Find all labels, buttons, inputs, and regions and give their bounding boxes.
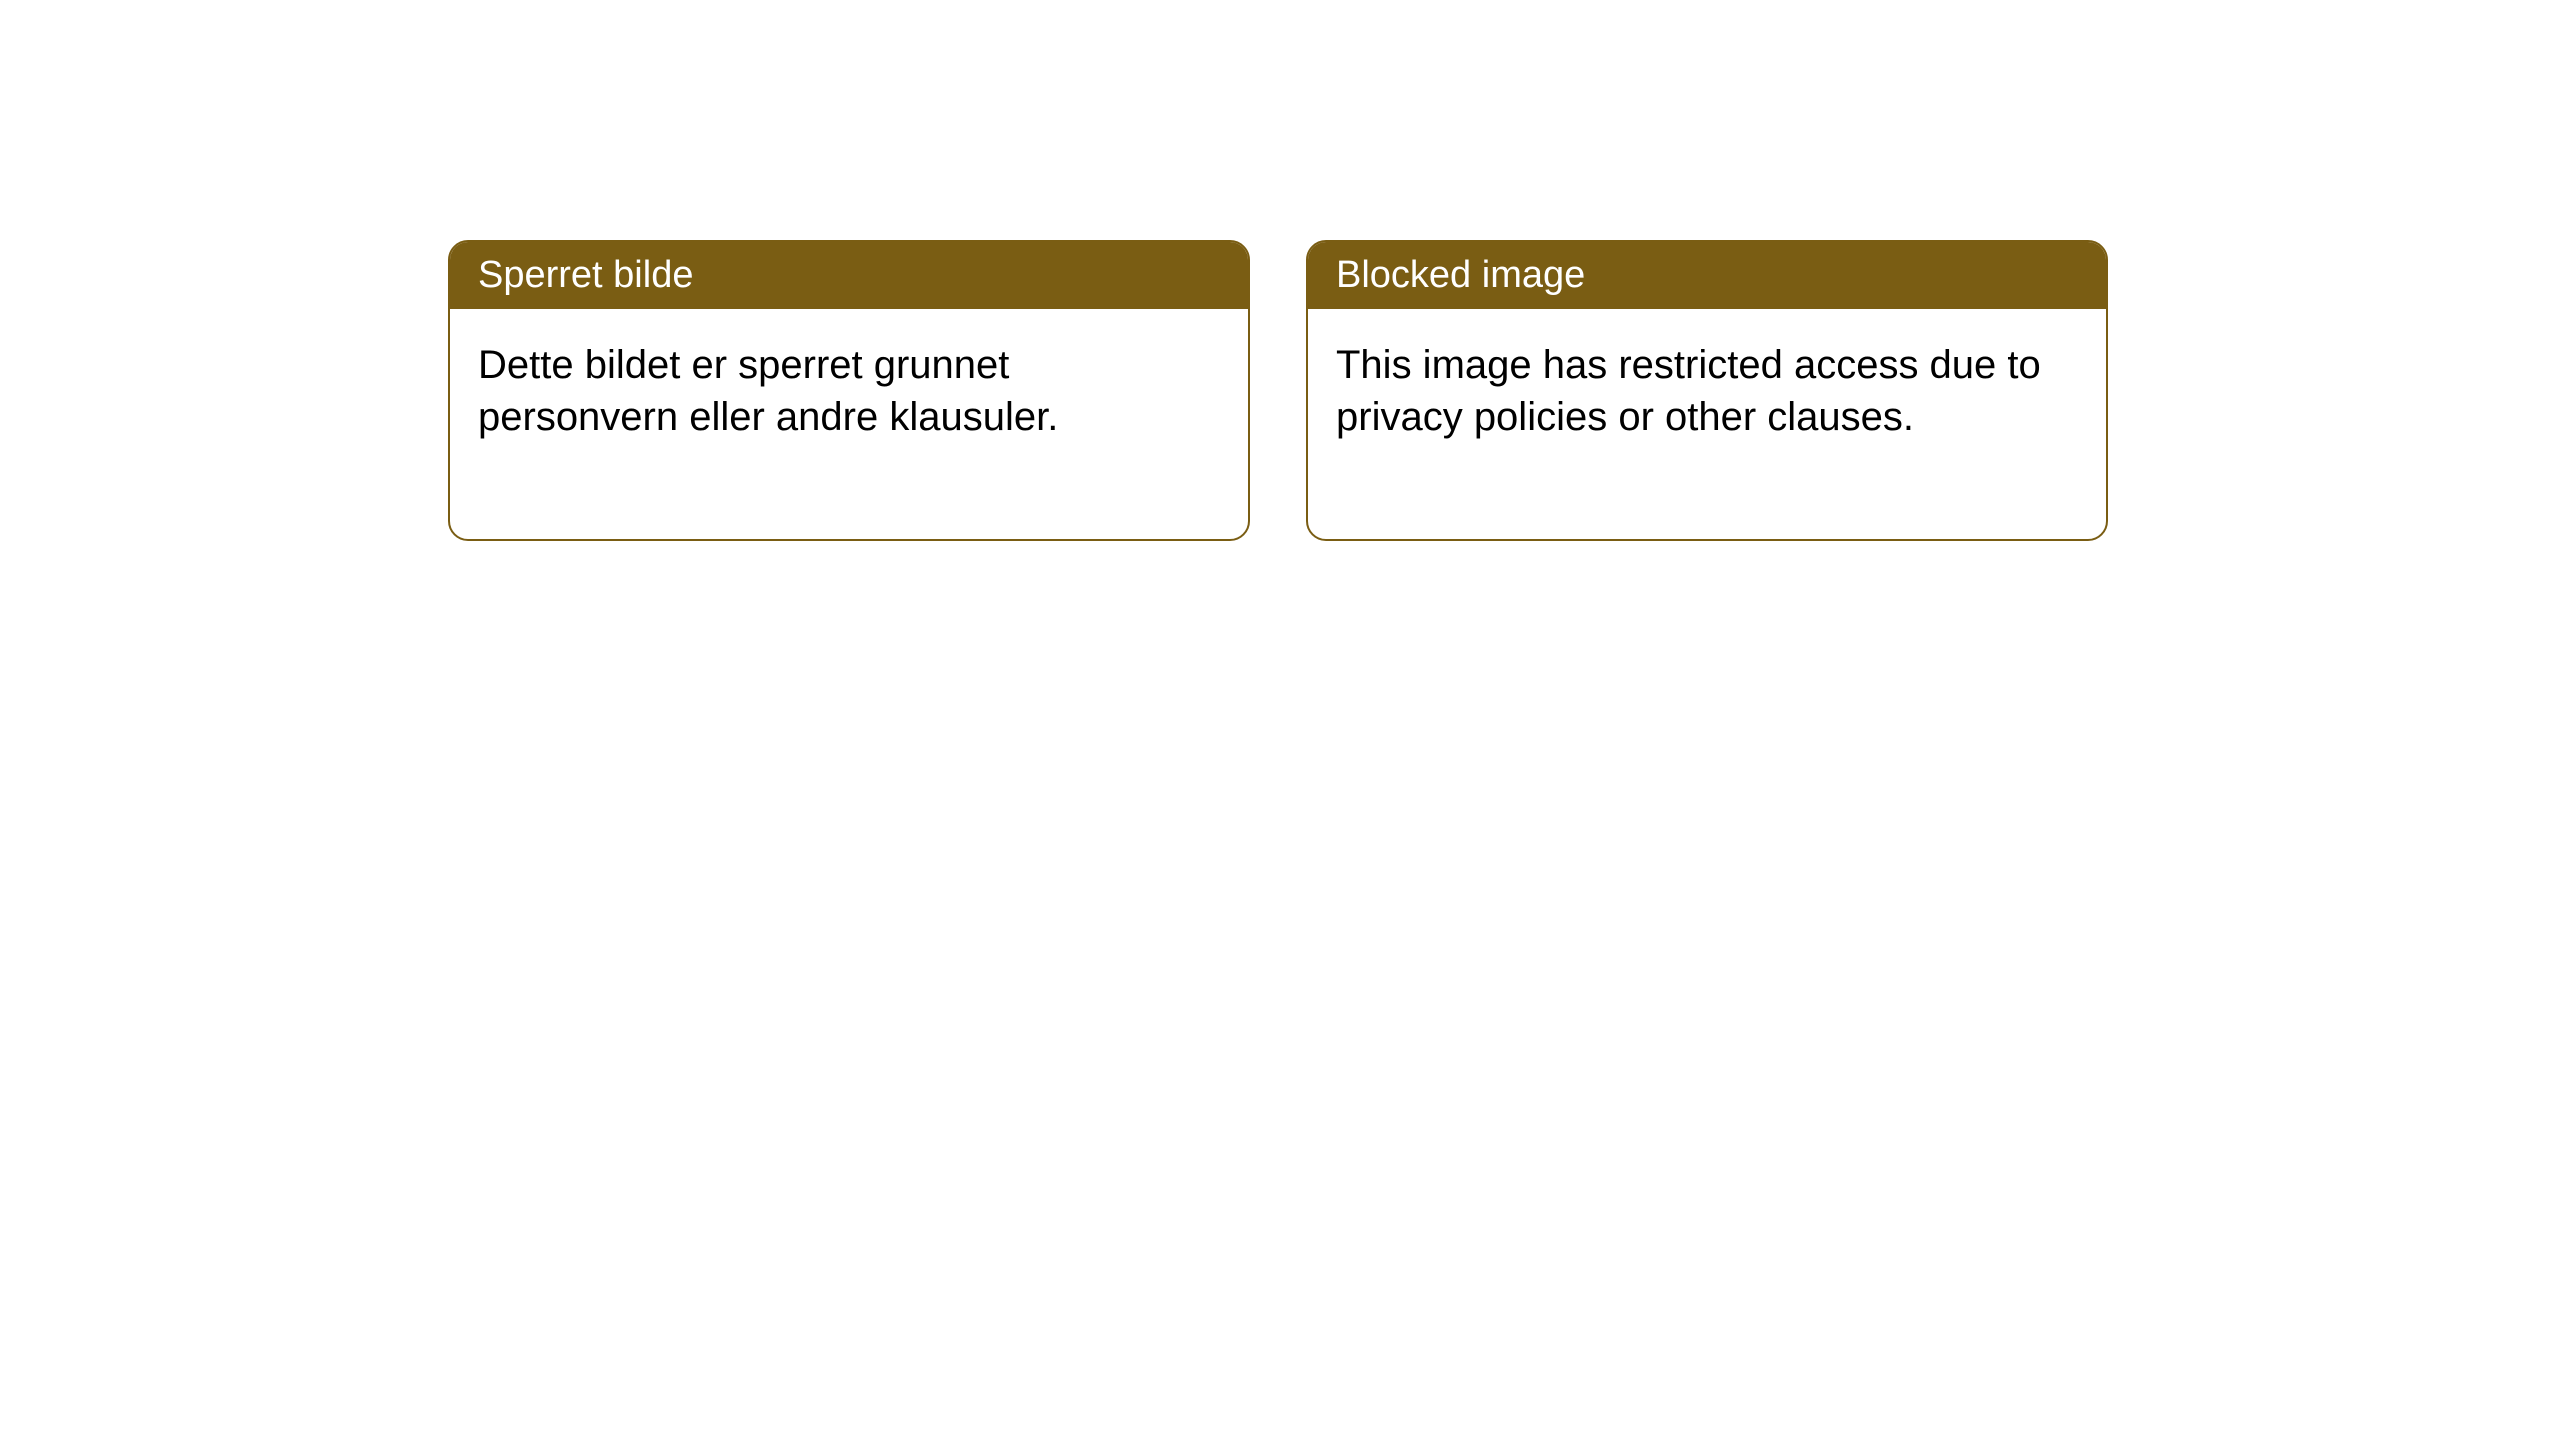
- card-header: Blocked image: [1308, 242, 2106, 309]
- card-body-text: Dette bildet er sperret grunnet personve…: [478, 343, 1058, 439]
- card-body: This image has restricted access due to …: [1308, 309, 2106, 539]
- card-header: Sperret bilde: [450, 242, 1248, 309]
- card-title: Sperret bilde: [478, 254, 693, 296]
- notice-card-norwegian: Sperret bilde Dette bildet er sperret gr…: [448, 240, 1250, 541]
- notice-card-english: Blocked image This image has restricted …: [1306, 240, 2108, 541]
- card-body-text: This image has restricted access due to …: [1336, 343, 2041, 439]
- notice-container: Sperret bilde Dette bildet er sperret gr…: [448, 240, 2108, 541]
- card-body: Dette bildet er sperret grunnet personve…: [450, 309, 1248, 539]
- card-title: Blocked image: [1336, 254, 1585, 296]
